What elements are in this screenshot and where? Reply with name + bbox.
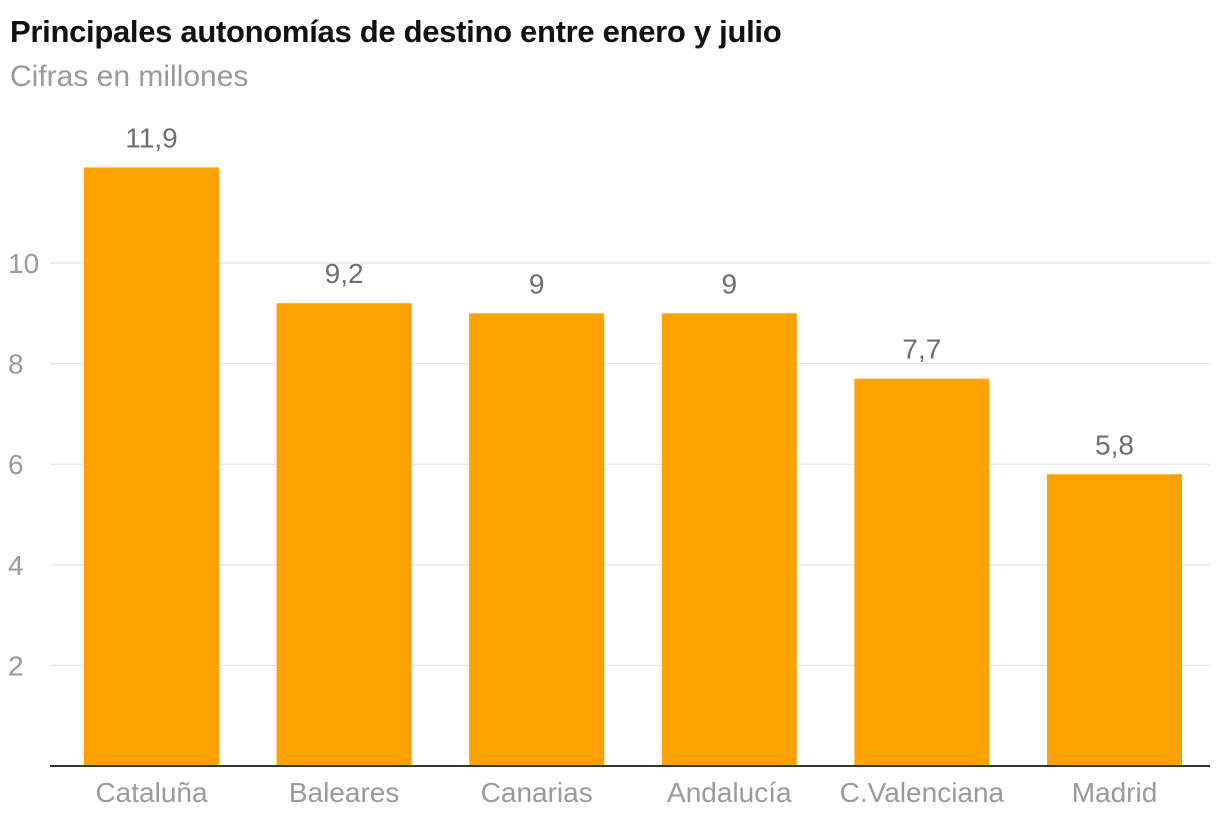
x-tick-label: Andalucía [667,777,792,808]
y-tick-label: 8 [8,349,24,380]
x-tick-label: Madrid [1072,777,1158,808]
bar [276,303,412,766]
chart-subtitle: Cifras en millones [10,60,249,93]
y-tick-label: 10 [8,248,39,279]
bar [469,313,605,766]
x-tick-label: Baleares [289,777,400,808]
y-tick-label: 4 [8,550,24,581]
data-label: 11,9 [125,122,177,153]
data-label: 7,7 [902,334,941,365]
data-label: 9 [529,268,545,299]
data-label: 9,2 [325,258,364,289]
bar [854,378,990,766]
labels: 2 4 6 8 10 11,9 Cataluña 9,2 Baleares 9 Canarias 9 A… [8,122,1157,808]
gridlines [50,262,1210,667]
bars [84,167,1182,766]
bar [661,313,797,766]
bar [1047,474,1182,766]
x-tick-label: Canarias [481,777,593,808]
bar [84,167,219,766]
y-tick-label: 6 [8,449,24,480]
x-tick-label: C.Valenciana [840,777,1005,808]
chart-title: Principales autonomías de destino entre … [10,14,782,49]
x-tick-label: Cataluña [95,777,208,808]
data-label: 5,8 [1095,429,1134,460]
y-tick-label: 2 [8,650,24,681]
data-label: 9 [722,268,738,299]
